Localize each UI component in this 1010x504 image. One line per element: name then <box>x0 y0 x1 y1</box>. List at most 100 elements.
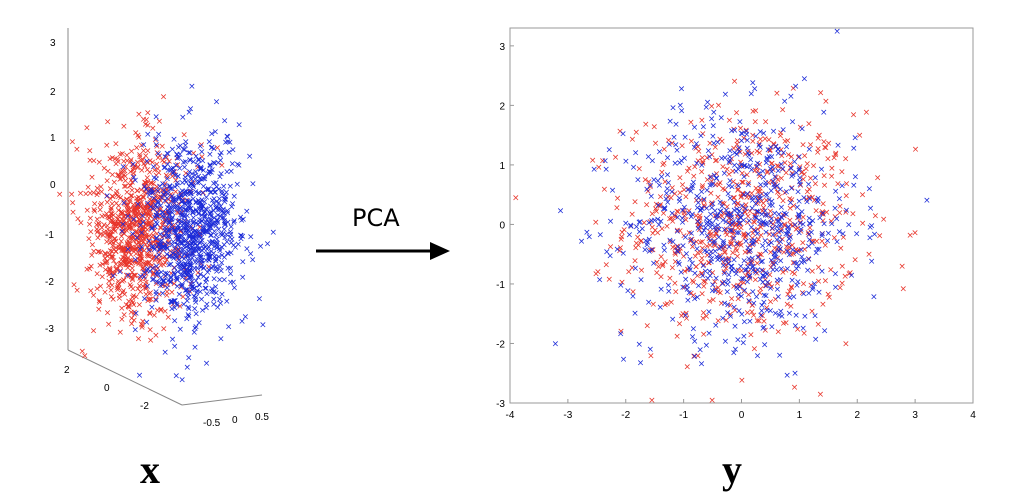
data-point: × <box>122 258 130 268</box>
data-point: × <box>144 146 152 156</box>
data-point: × <box>136 233 144 243</box>
data-point: × <box>109 272 117 282</box>
data-point: × <box>168 278 176 288</box>
data-point: × <box>129 293 137 303</box>
data-point: × <box>86 189 94 199</box>
data-point: × <box>718 154 726 164</box>
data-point: × <box>197 253 205 263</box>
data-point: × <box>148 261 156 271</box>
data-point: × <box>142 231 150 241</box>
data-point: × <box>163 208 171 218</box>
data-point: × <box>96 206 104 216</box>
data-point: × <box>127 155 135 165</box>
data-point: × <box>801 312 809 322</box>
data-point: × <box>200 264 208 274</box>
data-point: × <box>111 245 119 255</box>
data-point: × <box>146 201 154 211</box>
data-point: × <box>172 203 180 213</box>
data-point: × <box>118 209 126 219</box>
data-point: × <box>138 230 146 240</box>
data-point: × <box>117 175 125 185</box>
data-point: × <box>110 256 118 266</box>
data-point: × <box>107 246 115 256</box>
data-point: × <box>120 230 128 240</box>
data-point: × <box>157 244 165 254</box>
data-point: × <box>136 251 144 261</box>
data-point: × <box>203 275 211 285</box>
data-point: × <box>126 197 134 207</box>
data-point: × <box>101 249 109 259</box>
data-point: × <box>147 211 155 221</box>
data-point: × <box>151 203 159 213</box>
data-point: × <box>102 265 110 275</box>
data-point: × <box>142 189 150 199</box>
data-point: × <box>103 238 111 248</box>
data-point: × <box>804 159 812 169</box>
data-point: × <box>141 265 149 275</box>
data-point: × <box>120 218 128 228</box>
x-axis-line <box>181 394 263 406</box>
data-point: × <box>601 185 609 195</box>
data-point: × <box>130 200 138 210</box>
data-point: × <box>141 235 149 245</box>
data-point: × <box>141 179 149 189</box>
data-point: × <box>146 247 154 257</box>
data-point: × <box>128 218 136 228</box>
data-point: × <box>164 166 172 176</box>
data-point: × <box>98 199 106 209</box>
data-point: × <box>124 260 132 270</box>
data-point: × <box>674 243 682 253</box>
data-point: × <box>142 290 150 300</box>
data-point: × <box>133 205 141 215</box>
data-point: × <box>192 239 200 249</box>
data-point: × <box>142 284 150 294</box>
data-point: × <box>93 220 101 230</box>
data-point: × <box>171 224 179 234</box>
data-point: × <box>144 296 152 306</box>
data-point: × <box>664 198 672 208</box>
data-point: × <box>197 263 205 273</box>
data-point: × <box>139 225 147 235</box>
data-point: × <box>210 213 218 223</box>
data-point: × <box>767 284 775 294</box>
data-point: × <box>838 182 846 192</box>
data-point: × <box>838 279 846 289</box>
data-point: × <box>111 222 119 232</box>
data-point: × <box>172 228 180 238</box>
data-point: × <box>128 223 136 233</box>
data-point: × <box>147 262 155 272</box>
data-point: × <box>137 209 145 219</box>
data-point: × <box>168 185 176 195</box>
data-point: × <box>666 117 674 127</box>
x-tick-label: -3 <box>563 410 572 421</box>
data-point: × <box>163 188 171 198</box>
data-point: × <box>117 243 125 253</box>
data-point: × <box>161 180 169 190</box>
data-point: × <box>122 172 130 182</box>
data-point: × <box>174 240 182 250</box>
data-point: × <box>605 146 613 156</box>
data-point: × <box>798 258 806 268</box>
data-point: × <box>120 229 128 239</box>
data-point: × <box>669 315 677 325</box>
data-point: × <box>99 231 107 241</box>
data-point: × <box>124 271 132 281</box>
data-point: × <box>132 309 140 319</box>
data-point: × <box>173 249 181 259</box>
data-point: × <box>161 189 169 199</box>
data-point: × <box>163 243 171 253</box>
data-point: × <box>820 108 828 118</box>
data-point: × <box>129 216 137 226</box>
data-point: × <box>141 202 149 212</box>
data-point: × <box>169 196 177 206</box>
data-point: × <box>185 226 193 236</box>
data-point: × <box>140 147 148 157</box>
data-point: × <box>144 178 152 188</box>
data-point: × <box>138 156 146 166</box>
data-point: × <box>123 151 131 161</box>
data-point: × <box>132 250 140 260</box>
data-point: × <box>128 192 136 202</box>
data-point: × <box>183 269 191 279</box>
data-point: × <box>112 247 120 257</box>
